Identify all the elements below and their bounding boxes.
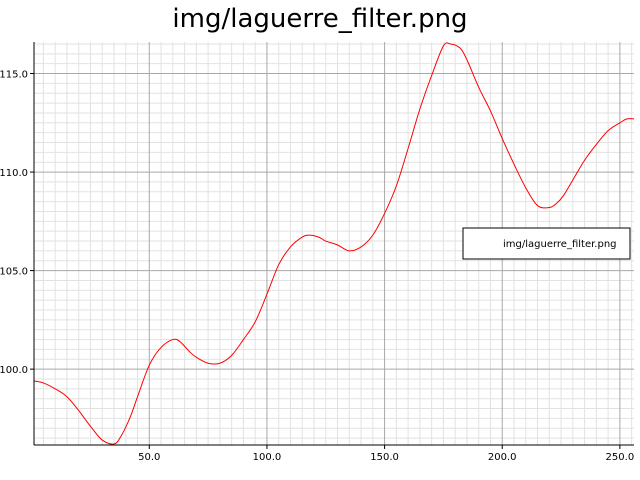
x-tick-label: 150.0 <box>370 452 399 463</box>
legend-label: img/laguerre_filter.png <box>503 239 617 250</box>
legend: img/laguerre_filter.png <box>462 227 631 260</box>
series-line <box>33 42 635 445</box>
x-ticks: 50.0 100.0 150.0 200.0 250.0 <box>138 445 634 463</box>
y-tick-label: 105.0 <box>0 267 28 278</box>
y-tick-label: 100.0 <box>0 365 28 376</box>
series-layer <box>33 42 635 445</box>
legend-box <box>462 227 631 260</box>
major-grid <box>34 42 634 445</box>
x-tick-label: 100.0 <box>253 452 282 463</box>
x-tick-label: 200.0 <box>488 452 517 463</box>
x-tick-label: 50.0 <box>138 452 160 463</box>
y-ticks: 100.0 105.0 110.0 115.0 <box>0 70 34 376</box>
minor-grid <box>34 42 634 445</box>
x-tick-label: 250.0 <box>606 452 635 463</box>
y-tick-label: 115.0 <box>0 70 28 81</box>
y-tick-label: 110.0 <box>0 168 28 179</box>
chart-title: img/laguerre_filter.png <box>172 4 468 34</box>
